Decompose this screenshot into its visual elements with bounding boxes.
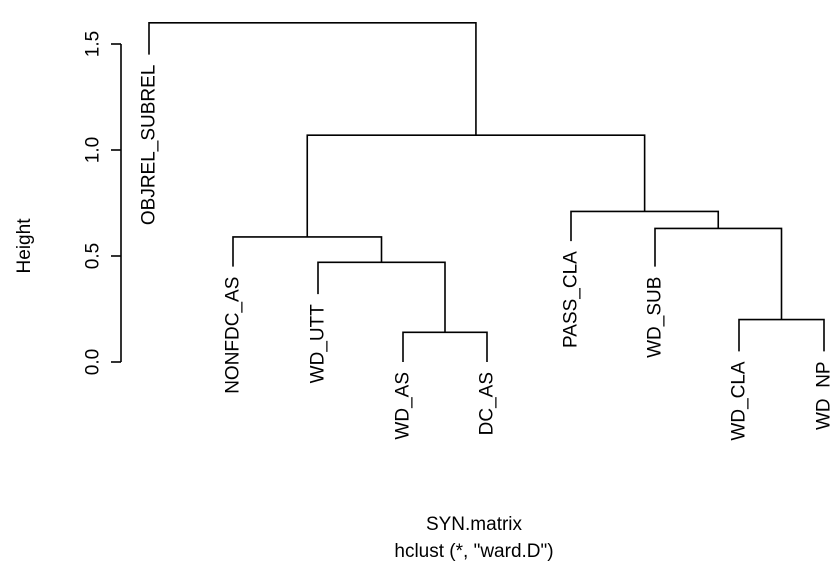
method-caption: hclust (*, "ward.D")	[394, 541, 553, 562]
dendrogram-branches	[148, 22, 825, 362]
leaf-label: DC_AS	[477, 372, 498, 435]
dendrogram-branch	[570, 210, 720, 242]
leaf-label: OBJREL_SUBREL	[139, 65, 160, 226]
leaf-label: NONFDC_AS	[223, 277, 244, 394]
leaf-label: WD_CLA	[729, 361, 750, 441]
leaf-label: WD_UTT	[308, 304, 329, 384]
y-axis-title: Height	[14, 218, 35, 274]
leaf-label: WD_NP	[814, 361, 832, 430]
y-axis: 0.0 0.5 1.0 1.5	[83, 31, 122, 375]
y-tick-label: 1.0	[83, 137, 104, 163]
x-axis-title: SYN.matrix	[426, 514, 523, 535]
dendrogram-branch	[654, 227, 783, 320]
leaf-labels: OBJREL_SUBREL NONFDC_AS WD_UTT WD_AS DC_AS PA…	[139, 65, 832, 441]
dendrogram-branch	[306, 134, 646, 237]
y-tick-label: 1.5	[83, 31, 104, 57]
y-tick-label: 0.0	[83, 349, 104, 375]
leaf-label: WD_AS	[393, 372, 414, 440]
y-tick-label: 0.5	[83, 243, 104, 269]
leaf-label: WD_SUB	[645, 277, 666, 358]
dendrogram-branch	[402, 331, 488, 362]
dendrogram-branch	[317, 261, 446, 333]
dendrogram-branch	[738, 318, 825, 352]
dendrogram-branch	[148, 22, 477, 136]
leaf-label: PASS_CLA	[561, 251, 582, 348]
